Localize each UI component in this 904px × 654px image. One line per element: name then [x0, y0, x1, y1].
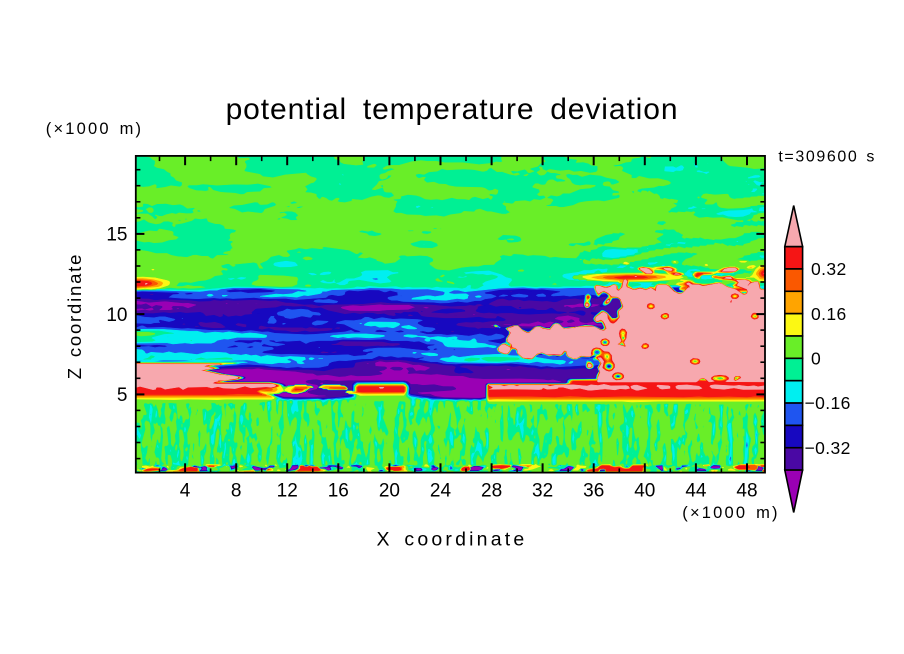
svg-text:20: 20: [379, 481, 400, 502]
svg-text:12: 12: [277, 481, 298, 502]
svg-text:0: 0: [811, 349, 821, 369]
svg-text:40: 40: [634, 481, 655, 502]
svg-text:24: 24: [430, 481, 452, 502]
svg-text:28: 28: [481, 481, 502, 502]
svg-text:potential temperature deviatio: potential temperature deviation: [226, 93, 679, 126]
svg-text:4: 4: [180, 481, 191, 502]
svg-text:(×1000 m): (×1000 m): [682, 504, 779, 522]
svg-text:X coordinate: X coordinate: [377, 529, 528, 551]
svg-text:0.16: 0.16: [811, 304, 847, 324]
svg-text:44: 44: [685, 481, 707, 502]
svg-text:(×1000 m): (×1000 m): [46, 120, 143, 138]
svg-text:36: 36: [583, 481, 604, 502]
svg-text:−0.16: −0.16: [805, 393, 851, 413]
svg-text:5: 5: [117, 385, 128, 406]
svg-text:10: 10: [106, 305, 127, 326]
svg-text:15: 15: [106, 225, 127, 246]
svg-text:48: 48: [736, 481, 757, 502]
svg-text:0.32: 0.32: [811, 259, 847, 279]
svg-text:t=309600 s: t=309600 s: [778, 149, 876, 166]
svg-text:32: 32: [532, 481, 553, 502]
svg-text:16: 16: [328, 481, 349, 502]
svg-text:Z coordinate: Z coordinate: [64, 253, 85, 379]
svg-text:−0.32: −0.32: [805, 438, 851, 458]
svg-text:8: 8: [231, 481, 242, 502]
